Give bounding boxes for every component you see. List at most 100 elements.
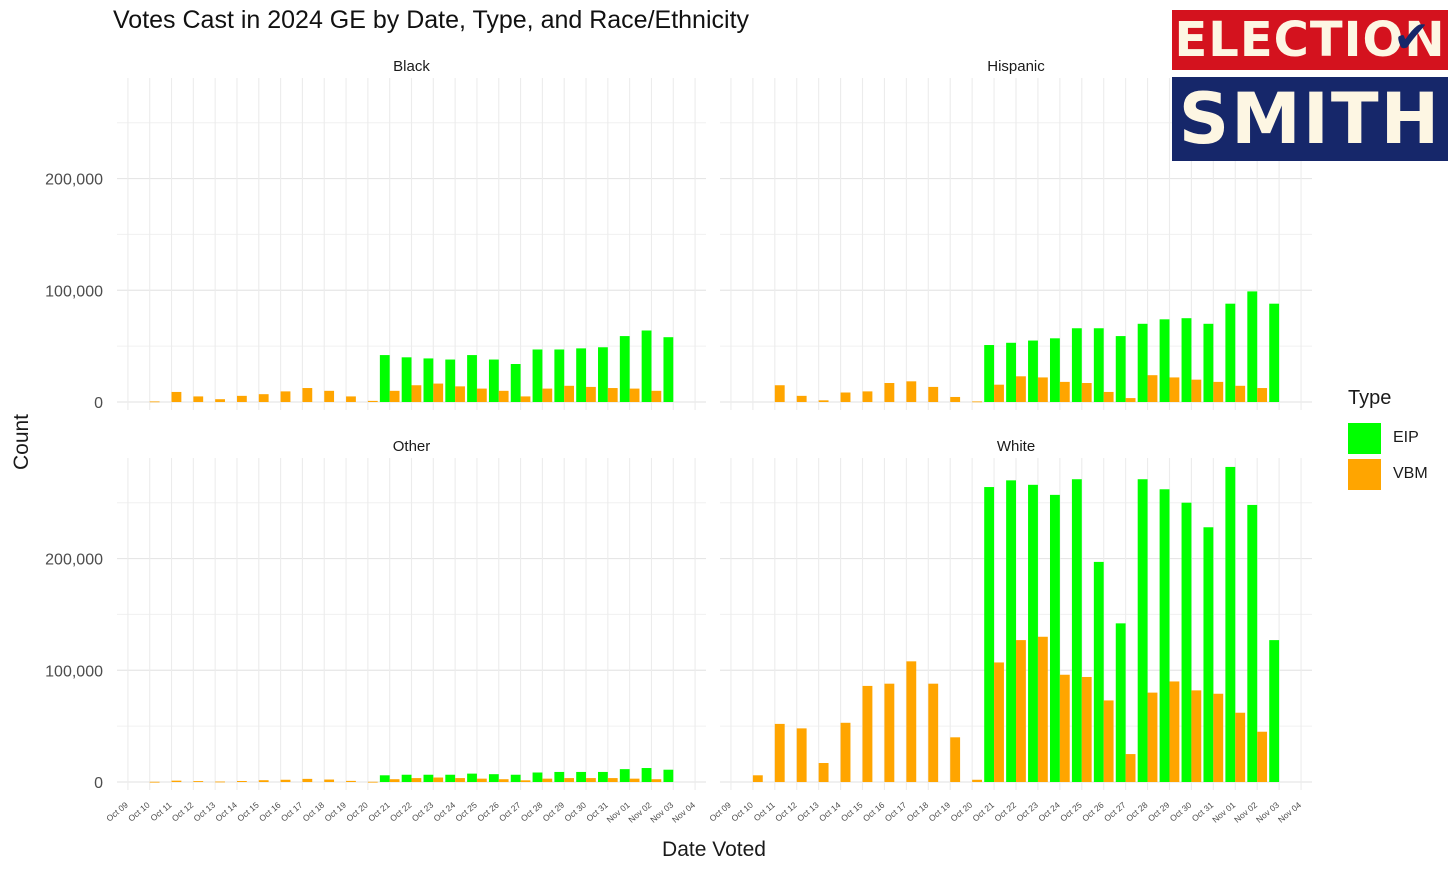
y-axis-label: Count <box>10 413 33 471</box>
bar-white-vbm-oct-21 <box>994 662 1004 782</box>
bar-black-vbm-oct-17 <box>302 388 313 402</box>
bar-black-vbm-nov-02 <box>651 390 662 402</box>
bar-white-eip-oct-21 <box>984 487 995 782</box>
bar-other-eip-oct-30 <box>576 771 587 782</box>
x-tick-label: Nov 01 <box>1210 800 1237 825</box>
bar-hispanic-vbm-oct-13 <box>818 400 829 402</box>
bar-other-vbm-oct-18 <box>324 779 335 782</box>
bar-black-vbm-oct-22 <box>411 385 422 402</box>
bar-black-vbm-oct-24 <box>455 386 465 402</box>
x-tick-label: Oct 10 <box>126 800 152 824</box>
x-tick-label: Oct 09 <box>707 800 733 824</box>
bar-other-eip-nov-03 <box>663 769 674 782</box>
bar-other-eip-nov-02 <box>641 768 652 782</box>
bar-black-vbm-nov-01 <box>629 388 640 402</box>
bar-white-vbm-oct-15 <box>862 685 873 782</box>
bar-black-vbm-oct-25 <box>476 388 487 402</box>
bar-black-vbm-oct-29 <box>564 385 575 402</box>
legend-label-vbm: VBM <box>1393 465 1428 482</box>
bar-black-eip-oct-29 <box>554 349 565 402</box>
bar-black-eip-nov-03 <box>663 337 674 402</box>
checkmark-icon: ✔ <box>1393 13 1430 62</box>
bar-hispanic-vbm-oct-17 <box>906 381 917 402</box>
bar-black-eip-oct-28 <box>532 349 543 402</box>
bar-hispanic-vbm-oct-22 <box>1016 376 1026 402</box>
x-tick-label: Oct 11 <box>148 800 173 824</box>
bar-hispanic-eip-oct-28 <box>1137 323 1148 402</box>
x-tick-label: Nov 03 <box>1254 800 1281 825</box>
x-tick-label: Oct 28 <box>1124 800 1150 824</box>
bar-white-vbm-oct-17 <box>906 661 917 782</box>
bar-white-vbm-oct-10 <box>752 775 763 782</box>
bar-other-vbm-oct-29 <box>564 778 575 782</box>
bar-white-vbm-nov-02 <box>1257 731 1268 782</box>
bar-other-vbm-oct-27 <box>520 780 531 782</box>
bar-white-vbm-oct-23 <box>1037 636 1048 782</box>
bar-other-eip-nov-01 <box>619 769 630 782</box>
x-axis-label: Date Voted <box>662 838 766 861</box>
chart-title: Votes Cast in 2024 GE by Date, Type, and… <box>113 6 750 34</box>
bar-white-vbm-oct-28 <box>1147 692 1158 782</box>
bar-hispanic-vbm-oct-19 <box>950 396 961 402</box>
bar-hispanic-vbm-oct-25 <box>1081 383 1092 402</box>
logo-top-band: ELECTION <box>1172 10 1448 70</box>
bar-hispanic-eip-nov-01 <box>1225 303 1236 402</box>
bar-white-vbm-oct-13 <box>818 763 829 782</box>
y-tick-label: 200,000 <box>45 172 103 189</box>
bar-black-vbm-oct-27 <box>520 396 531 402</box>
x-tick-label: Oct 27 <box>497 800 523 824</box>
x-tick-label: Oct 22 <box>992 800 1018 824</box>
x-tick-label: Oct 14 <box>213 800 239 824</box>
bar-white-eip-nov-01 <box>1225 466 1236 782</box>
bar-hispanic-vbm-oct-29 <box>1169 377 1180 402</box>
x-tick-label: Oct 26 <box>1080 800 1106 824</box>
y-tick-label: 200,000 <box>45 552 103 569</box>
bar-black-vbm-oct-10 <box>149 401 160 403</box>
bar-black-vbm-oct-16 <box>280 391 291 402</box>
x-tick-label: Oct 23 <box>410 800 436 824</box>
facet-label-other: Other <box>393 438 431 455</box>
x-tick-label: Oct 10 <box>729 800 755 824</box>
x-tick-label: Oct 20 <box>344 800 370 824</box>
logo-word-election: ELECTION <box>1174 12 1446 68</box>
bar-white-vbm-oct-31 <box>1213 693 1224 782</box>
legend-title: Type <box>1348 387 1392 409</box>
bar-hispanic-eip-nov-03 <box>1269 303 1280 402</box>
bar-hispanic-vbm-oct-23 <box>1037 377 1048 402</box>
x-tick-label: Oct 27 <box>1102 800 1128 824</box>
bar-black-vbm-oct-31 <box>607 388 618 402</box>
bar-other-vbm-oct-14 <box>236 780 247 782</box>
bar-white-eip-oct-24 <box>1049 494 1060 782</box>
x-tick-label: Oct 17 <box>883 800 909 824</box>
bar-other-vbm-oct-11 <box>171 780 182 782</box>
x-tick-label: Oct 15 <box>839 800 865 824</box>
legend-swatch-eip <box>1348 422 1381 454</box>
bar-other-vbm-nov-02 <box>651 779 662 782</box>
x-tick-label: Oct 13 <box>795 800 821 824</box>
bar-hispanic-vbm-oct-21 <box>994 384 1004 402</box>
bar-black-eip-oct-22 <box>401 357 412 402</box>
bar-other-vbm-oct-28 <box>542 778 553 782</box>
bar-other-vbm-oct-19 <box>346 780 356 782</box>
bar-other-eip-oct-27 <box>510 774 521 782</box>
bar-other-vbm-oct-10 <box>149 781 160 783</box>
bar-other-eip-oct-31 <box>598 771 608 782</box>
bar-black-eip-oct-30 <box>576 348 587 402</box>
bar-hispanic-vbm-oct-12 <box>796 395 807 402</box>
bar-other-eip-oct-28 <box>532 772 543 782</box>
bar-white-eip-oct-29 <box>1159 489 1170 782</box>
bar-white-vbm-oct-24 <box>1059 674 1070 782</box>
bar-black-vbm-oct-14 <box>236 395 247 402</box>
bar-hispanic-vbm-oct-14 <box>840 392 851 402</box>
bar-hispanic-vbm-oct-27 <box>1125 398 1136 402</box>
legend-swatch-vbm <box>1348 458 1381 490</box>
legend-label-eip: EIP <box>1393 429 1419 446</box>
x-tick-label: Oct 19 <box>322 800 348 824</box>
bar-hispanic-eip-oct-31 <box>1203 323 1214 402</box>
bar-white-eip-oct-31 <box>1203 527 1214 782</box>
y-tick-label: 100,000 <box>45 663 103 680</box>
logo-bottom-band: SMITH <box>1172 77 1448 161</box>
bar-other-eip-oct-29 <box>554 771 565 782</box>
facet-label-white: White <box>997 438 1035 455</box>
